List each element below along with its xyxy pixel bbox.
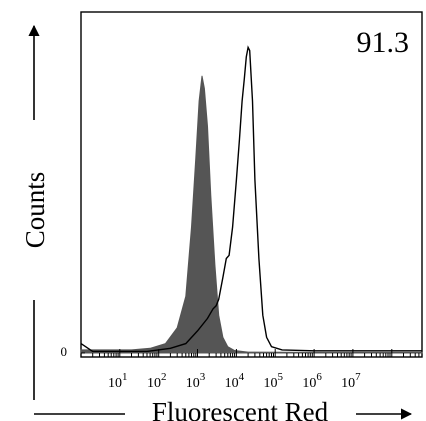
x-tick-label-0: 101 (108, 371, 128, 391)
tick-label-layer: 101 102 103 104 105 106 107 (108, 371, 361, 391)
series-layer (80, 45, 423, 354)
x-axis-title-group: Fluorescent Red (34, 397, 413, 421)
tick-layer (81, 349, 420, 357)
histogram-filled-0 (80, 75, 423, 354)
x-tick-label-2: 103 (186, 371, 206, 391)
x-tick-label-6: 107 (341, 371, 361, 391)
y-tick-label-zero: 0 (61, 344, 68, 359)
x-tick-label-4: 105 (263, 371, 283, 391)
plot-frame (80, 11, 423, 358)
y-axis-title-group: Counts (20, 24, 50, 400)
percent-annotation: 91.3 (357, 26, 410, 59)
y-axis-title: Counts (20, 172, 50, 249)
x-tick-label-5: 106 (302, 371, 322, 391)
x-axis-title: Fluorescent Red (152, 397, 329, 421)
x-tick-label-3: 104 (225, 371, 245, 391)
histogram-line-1 (80, 45, 422, 353)
x-tick-label-1: 102 (147, 371, 167, 391)
plot-area-border (80, 11, 423, 358)
